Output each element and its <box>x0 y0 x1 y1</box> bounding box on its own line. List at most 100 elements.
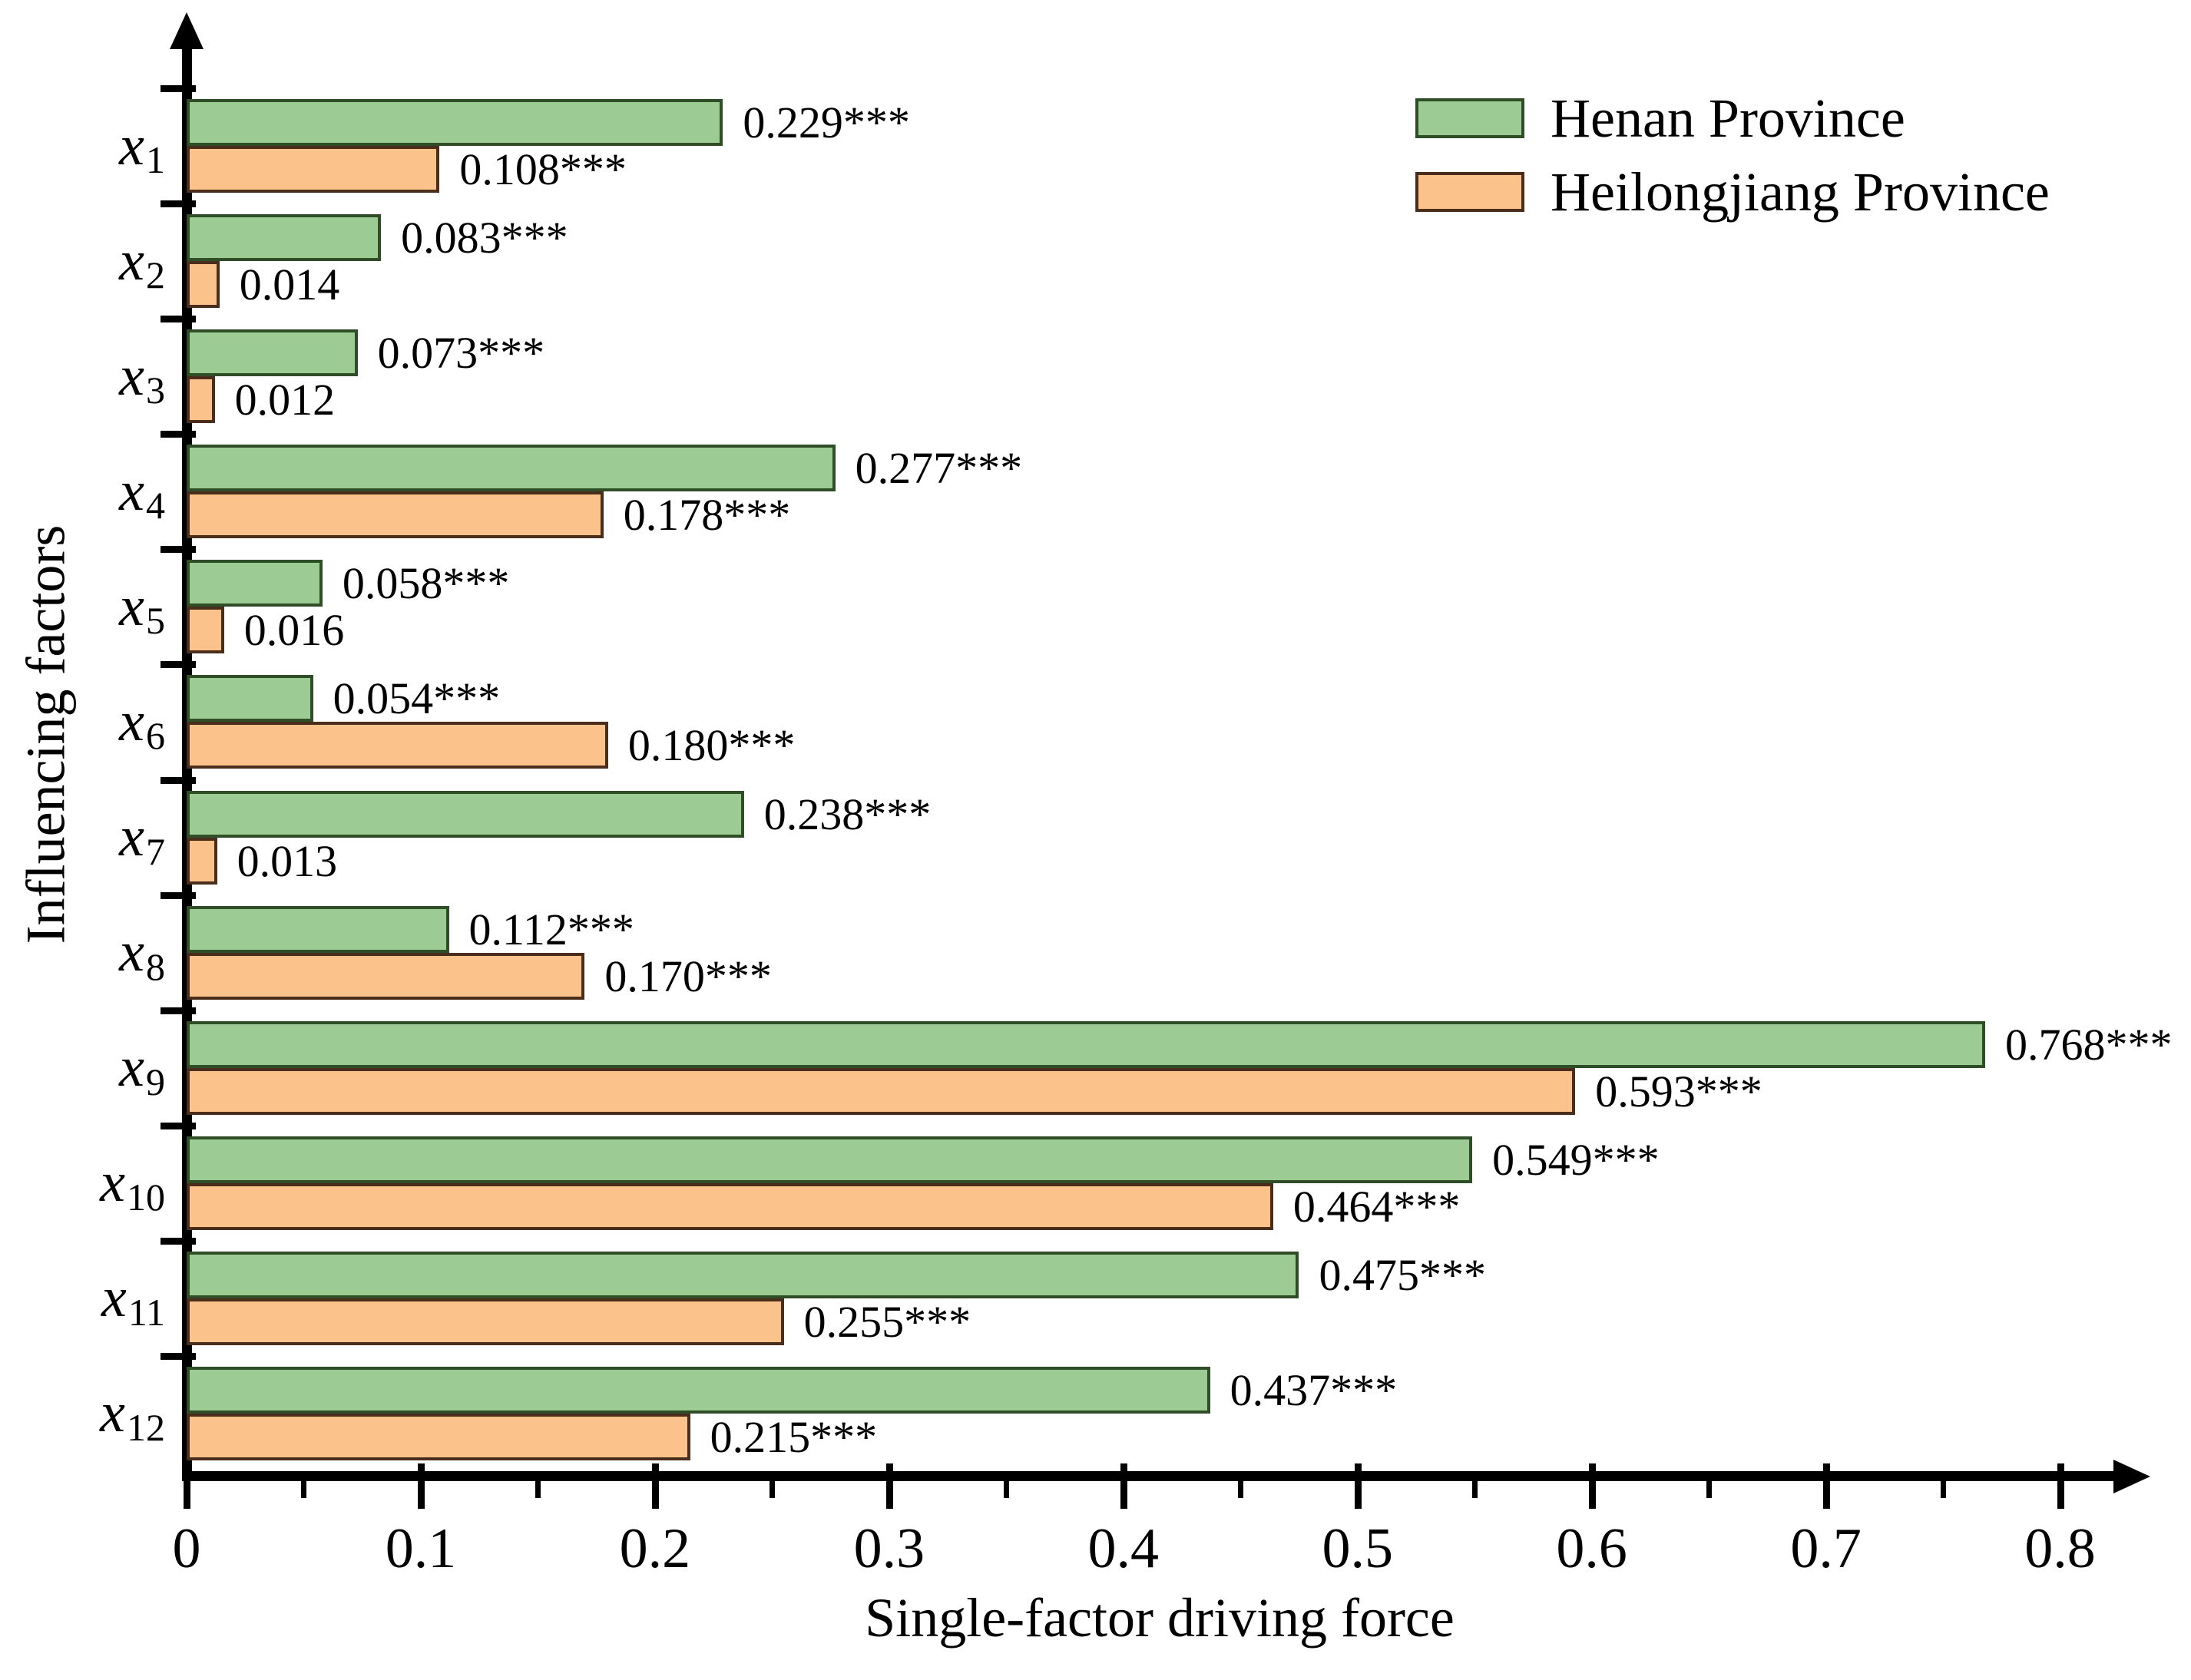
x-axis-minor-tick <box>301 1478 307 1498</box>
bar-henan <box>187 790 744 838</box>
category-label: x 12 <box>100 1381 165 1449</box>
y-axis-tick <box>161 1007 196 1014</box>
x-axis-tick <box>885 1463 893 1509</box>
bar-value-label: 0.593*** <box>1595 1066 1762 1116</box>
bar-henan <box>187 214 382 262</box>
bar-value-label: 0.255*** <box>803 1296 971 1347</box>
bar-value-label: 0.215*** <box>710 1411 878 1462</box>
x-axis-tick <box>1120 1463 1127 1509</box>
bar-henan <box>187 1136 1473 1183</box>
bar-value-label: 0.277*** <box>855 443 1023 494</box>
y-axis-tick <box>161 85 196 92</box>
bar-heilongjiang <box>187 1067 1576 1115</box>
category-label: x 10 <box>100 1151 165 1219</box>
legend: Henan Province Heilongjiang Province <box>1415 91 2050 220</box>
bar-henan <box>187 1020 1985 1068</box>
x-axis-minor-tick <box>1004 1478 1010 1498</box>
bar-value-label: 0.083*** <box>401 213 568 263</box>
x-axis-arrow-icon <box>2113 1459 2150 1493</box>
bar-value-label: 0.170*** <box>604 951 772 1001</box>
bar-value-label: 0.464*** <box>1292 1181 1461 1232</box>
bar-henan <box>187 905 449 953</box>
bar-heilongjiang <box>187 1413 690 1460</box>
x-axis-tick-label: 0.6 <box>1556 1517 1627 1580</box>
y-axis-tick <box>161 1352 196 1360</box>
legend-item: Heilongjiang Province <box>1415 164 2050 220</box>
bar-henan <box>187 1366 1210 1414</box>
x-axis-tick-label: 0.1 <box>385 1517 457 1580</box>
bar-value-label: 0.058*** <box>342 558 510 609</box>
x-axis-minor-tick <box>1238 1478 1244 1498</box>
y-axis-tick <box>161 661 196 669</box>
bar-heilongjiang <box>187 1182 1273 1230</box>
bar-value-label: 0.437*** <box>1230 1364 1398 1415</box>
bar-value-label: 0.178*** <box>623 490 791 541</box>
y-axis-tick <box>161 431 196 438</box>
x-axis-tick <box>1354 1463 1362 1509</box>
x-axis-tick-label: 0.5 <box>1322 1517 1393 1580</box>
bar-value-label: 0.073*** <box>377 328 545 379</box>
y-axis-arrow-icon <box>170 12 204 49</box>
x-axis-minor-tick <box>1472 1478 1478 1498</box>
y-axis-tick <box>161 200 196 208</box>
bar-henan <box>187 675 313 723</box>
bar-value-label: 0.013 <box>237 835 338 886</box>
x-axis-tick <box>651 1463 659 1509</box>
bar-henan <box>187 560 323 607</box>
bar-value-label: 0.229*** <box>743 98 910 147</box>
bar-henan <box>187 445 836 492</box>
x-axis-title: Single-factor driving force <box>865 1587 1455 1649</box>
x-axis-tick <box>184 1463 190 1509</box>
x-axis-tick <box>1588 1463 1596 1509</box>
category-label: x 11 <box>101 1266 165 1334</box>
bar-value-label: 0.768*** <box>2004 1019 2173 1070</box>
bar-value-label: 0.012 <box>234 375 336 425</box>
bar-value-label: 0.549*** <box>1492 1134 1660 1185</box>
bar-heilongjiang <box>187 607 224 654</box>
bar-heilongjiang <box>187 146 440 193</box>
x-axis-minor-tick <box>535 1478 541 1498</box>
bar-heilongjiang <box>187 722 608 769</box>
bar-value-label: 0.475*** <box>1319 1249 1486 1300</box>
bar-value-label: 0.016 <box>243 605 345 656</box>
x-axis-line <box>182 1471 2117 1481</box>
bar-value-label: 0.180*** <box>627 720 796 771</box>
x-axis-tick-label: 0.2 <box>619 1517 691 1580</box>
y-axis-tick <box>161 316 196 323</box>
x-axis-tick-label: 0.8 <box>2024 1517 2096 1580</box>
x-axis-tick-label: 0.7 <box>1790 1517 1862 1580</box>
y-axis-tick <box>161 776 196 784</box>
bar-heilongjiang <box>187 491 604 539</box>
x-axis-tick-label: 0 <box>172 1517 201 1580</box>
bar-henan <box>187 1251 1299 1298</box>
x-axis-tick-label: 0.4 <box>1087 1517 1160 1580</box>
y-axis-tick <box>161 1122 196 1129</box>
bar-value-label: 0.112*** <box>468 904 634 954</box>
x-axis-tick <box>1822 1463 1830 1509</box>
x-axis-tick <box>417 1463 425 1509</box>
bar-heilongjiang <box>187 1298 784 1345</box>
bar-heilongjiang <box>187 837 217 885</box>
bar-value-label: 0.238*** <box>763 789 932 839</box>
bar-value-label: 0.014 <box>239 260 340 310</box>
legend-label: Henan Province <box>1551 88 1905 149</box>
x-axis-tick-label: 0.3 <box>853 1517 925 1580</box>
legend-swatch-henan <box>1415 98 1524 138</box>
x-axis-minor-tick <box>1706 1478 1713 1498</box>
legend-label: Heilongjiang Province <box>1551 161 2050 223</box>
bar-heilongjiang <box>187 376 215 424</box>
y-axis-tick <box>161 1237 196 1245</box>
x-axis-minor-tick <box>1941 1478 1947 1498</box>
bar-value-label: 0.054*** <box>333 673 501 724</box>
bar-henan <box>187 99 723 146</box>
legend-swatch-heilongjiang <box>1415 172 1524 212</box>
